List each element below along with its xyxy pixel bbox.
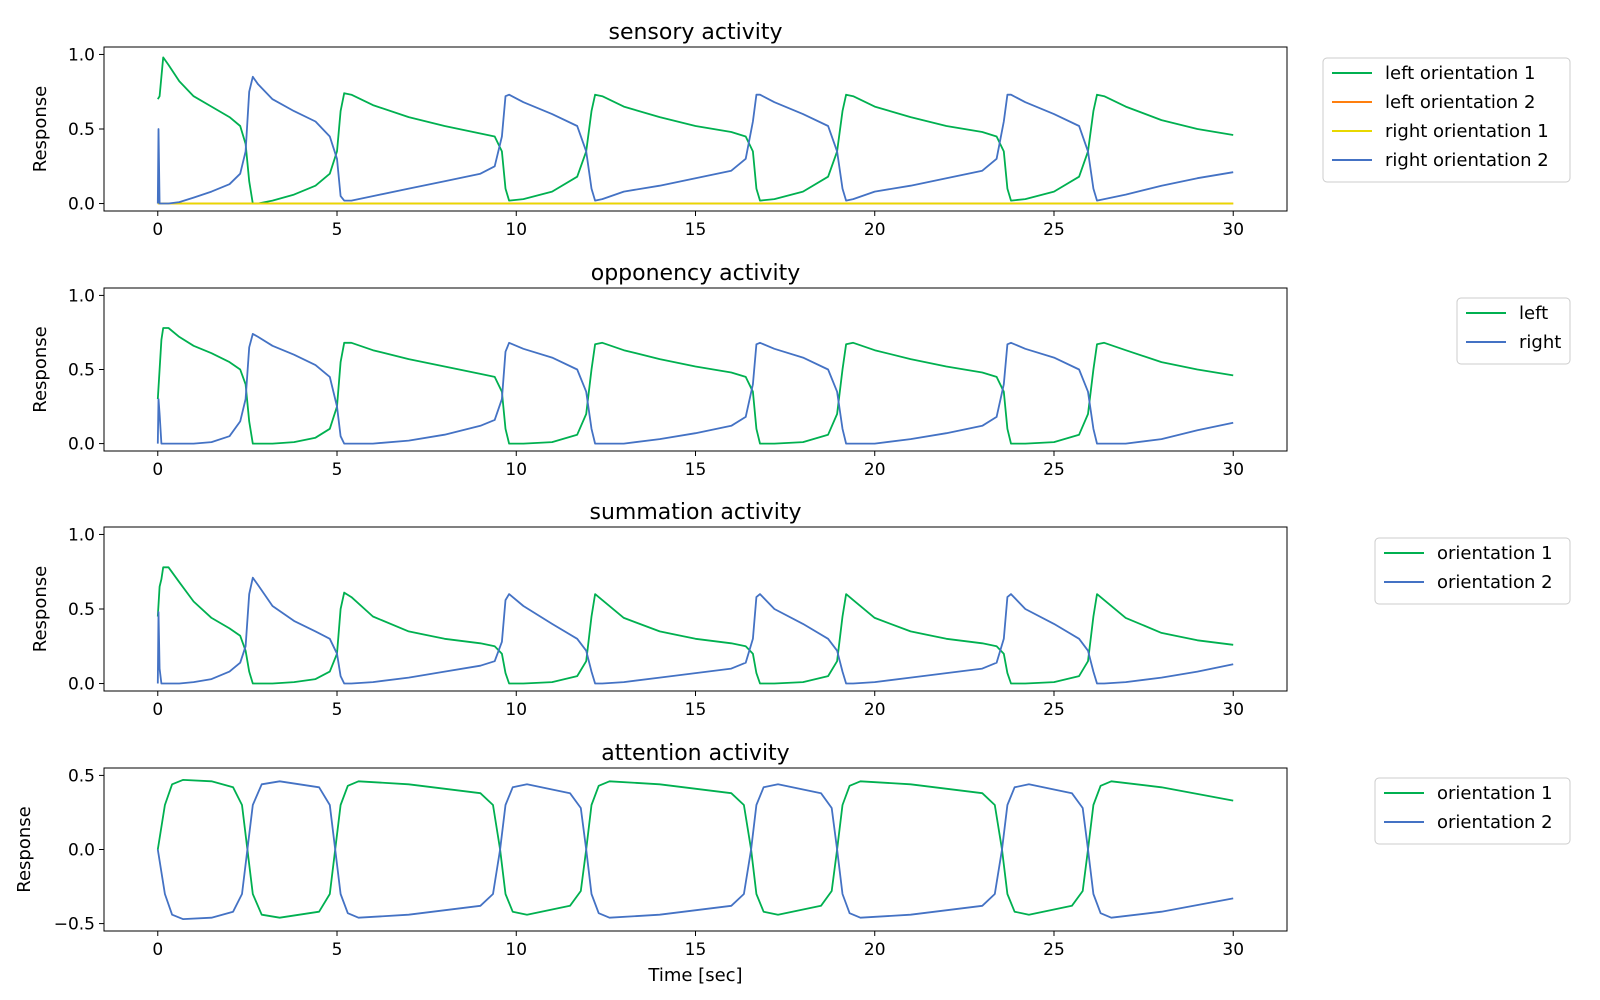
y-tick-label: 0.5 bbox=[68, 361, 95, 381]
legend-label: right bbox=[1519, 332, 1561, 353]
panel-1: sensory activity 0 5 10 15 20 25 30 0.0 0.5 1.0 Res… bbox=[30, 20, 1571, 240]
panel-title: sensory activity bbox=[608, 20, 782, 45]
y-tick-label: 0.5 bbox=[68, 766, 95, 786]
y-tick-label: 1.0 bbox=[68, 525, 95, 545]
y-tick-label: 0.5 bbox=[68, 120, 95, 140]
x-tick-label: 5 bbox=[332, 460, 343, 480]
legend-box bbox=[1322, 57, 1571, 183]
series-line-left bbox=[156, 327, 1234, 445]
legend-label: orientation 1 bbox=[1437, 783, 1553, 804]
x-tick-label: 15 bbox=[685, 460, 707, 480]
legend-label: orientation 2 bbox=[1437, 572, 1553, 593]
y-axis-label: Response bbox=[30, 566, 51, 652]
y-tick-label: 1.0 bbox=[68, 286, 95, 306]
panel-title: summation activity bbox=[590, 500, 802, 525]
x-tick-label: 0 bbox=[152, 940, 163, 960]
x-tick-label: 30 bbox=[1222, 940, 1244, 960]
legend-label: left orientation 2 bbox=[1385, 92, 1536, 113]
legend-label: orientation 1 bbox=[1437, 543, 1553, 564]
x-tick-label: 30 bbox=[1222, 220, 1244, 240]
series-group bbox=[156, 779, 1234, 920]
series-line-orientation-2 bbox=[156, 780, 1234, 920]
x-tick-label: 20 bbox=[864, 940, 886, 960]
x-tick-label: 0 bbox=[152, 460, 163, 480]
series-line-orientation-2 bbox=[156, 576, 1234, 685]
x-tick-label: 30 bbox=[1222, 700, 1244, 720]
x-tick-label: 10 bbox=[505, 940, 527, 960]
x-tick-label: 25 bbox=[1043, 940, 1065, 960]
x-tick-label: 10 bbox=[505, 460, 527, 480]
y-tick-label: 0.0 bbox=[68, 841, 95, 861]
legend: left right bbox=[1456, 297, 1571, 365]
x-tick-label: 5 bbox=[332, 700, 343, 720]
y-axis-label: Response bbox=[30, 86, 51, 172]
legend-label: left bbox=[1519, 303, 1548, 324]
y-axis-label: Response bbox=[14, 806, 35, 892]
legend-box bbox=[1374, 777, 1571, 845]
y-tick-label: 0.0 bbox=[68, 675, 95, 695]
legend-label: left orientation 1 bbox=[1385, 63, 1536, 84]
panel-3: summation activity 0 5 10 15 20 25 30 0.0 0.5 1.0 R… bbox=[30, 500, 1571, 720]
series-group bbox=[156, 566, 1234, 685]
y-tick-label: 0.0 bbox=[68, 195, 95, 215]
series-group bbox=[156, 327, 1234, 445]
y-tick-label: 0.5 bbox=[68, 600, 95, 620]
series-line-right-orientation-2 bbox=[156, 75, 1234, 205]
series-line-orientation-1 bbox=[156, 779, 1234, 919]
x-axis-label: Time [sec] bbox=[647, 965, 742, 986]
legend-label: right orientation 1 bbox=[1385, 121, 1549, 142]
y-axis-label: Response bbox=[30, 326, 51, 412]
x-tick-label: 10 bbox=[505, 220, 527, 240]
axes-frame bbox=[103, 767, 1288, 932]
panel-2: opponency activity 0 5 10 15 20 25 30 0.0 0.5 1.0 R… bbox=[30, 261, 1571, 480]
y-tick-label: 0.0 bbox=[68, 435, 95, 455]
x-tick-label: 10 bbox=[505, 700, 527, 720]
x-tick-label: 25 bbox=[1043, 700, 1065, 720]
legend-label: orientation 2 bbox=[1437, 812, 1553, 833]
series-line-right bbox=[156, 333, 1234, 445]
x-tick-label: 30 bbox=[1222, 460, 1244, 480]
x-tick-label: 0 bbox=[152, 700, 163, 720]
axes-frame bbox=[103, 46, 1288, 212]
axes-frame bbox=[103, 526, 1288, 692]
axes-frame bbox=[103, 287, 1288, 452]
legend: orientation 1 orientation 2 bbox=[1374, 777, 1571, 845]
legend: orientation 1 orientation 2 bbox=[1374, 537, 1571, 605]
x-tick-label: 0 bbox=[152, 220, 163, 240]
legend: left orientation 1 left orientation 2 righ… bbox=[1322, 57, 1571, 183]
legend-box bbox=[1456, 297, 1571, 365]
x-tick-label: 20 bbox=[864, 220, 886, 240]
x-tick-label: 5 bbox=[332, 940, 343, 960]
series-line-orientation-1 bbox=[156, 566, 1234, 685]
x-tick-label: 15 bbox=[685, 940, 707, 960]
panel-title: opponency activity bbox=[591, 261, 800, 286]
x-tick-label: 20 bbox=[864, 700, 886, 720]
panel-title: attention activity bbox=[601, 741, 789, 766]
panel-4: attention activity 0 5 10 15 20 25 30 −0.5 0.0 0.5… bbox=[14, 741, 1571, 986]
x-tick-label: 15 bbox=[685, 700, 707, 720]
legend-box bbox=[1374, 537, 1571, 605]
series-group bbox=[156, 56, 1234, 205]
x-tick-label: 25 bbox=[1043, 460, 1065, 480]
x-tick-label: 5 bbox=[332, 220, 343, 240]
x-tick-label: 15 bbox=[685, 220, 707, 240]
y-tick-label: −0.5 bbox=[54, 915, 95, 935]
x-tick-label: 25 bbox=[1043, 220, 1065, 240]
x-tick-label: 20 bbox=[864, 460, 886, 480]
series-line-left-orientation-1 bbox=[157, 56, 1234, 205]
y-tick-label: 1.0 bbox=[68, 45, 95, 65]
legend-label: right orientation 2 bbox=[1385, 150, 1549, 171]
